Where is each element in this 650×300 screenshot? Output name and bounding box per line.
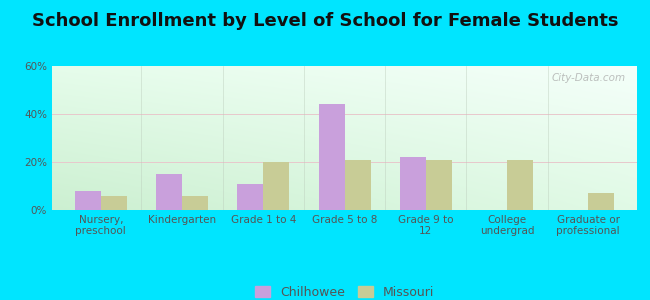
Bar — [344, 160, 370, 210]
Bar — [426, 160, 452, 210]
Bar — [75, 191, 101, 210]
Bar — [318, 104, 344, 210]
Text: School Enrollment by Level of School for Female Students: School Enrollment by Level of School for… — [32, 12, 618, 30]
Bar — [507, 160, 533, 210]
Legend: Chilhowee, Missouri: Chilhowee, Missouri — [250, 281, 439, 300]
Bar — [400, 157, 426, 210]
Text: City-Data.com: City-Data.com — [551, 73, 625, 83]
Bar — [588, 193, 614, 210]
Bar — [182, 196, 208, 210]
Bar — [101, 196, 127, 210]
Bar — [156, 174, 182, 210]
Bar — [263, 162, 289, 210]
Bar — [237, 184, 263, 210]
